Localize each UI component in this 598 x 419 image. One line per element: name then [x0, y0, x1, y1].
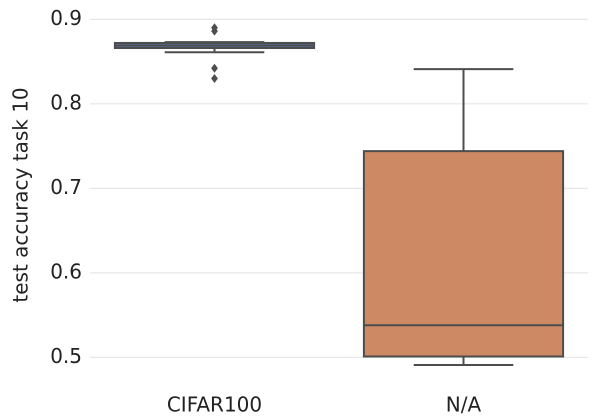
y-axis-label: test accuracy task 10 — [9, 87, 33, 302]
flier — [211, 26, 218, 36]
box — [362, 150, 565, 358]
y-tick-label: 0.5 — [50, 344, 82, 368]
y-tick-label: 0.9 — [50, 6, 82, 30]
y-tick-label: 0.8 — [50, 90, 82, 114]
x-tick-label: N/A — [446, 393, 482, 417]
x-tick-label: CIFAR100 — [167, 393, 262, 417]
y-tick-label: 0.6 — [50, 259, 82, 283]
y-tick-label: 0.7 — [50, 175, 82, 199]
flier — [211, 63, 218, 73]
flier — [211, 73, 218, 83]
